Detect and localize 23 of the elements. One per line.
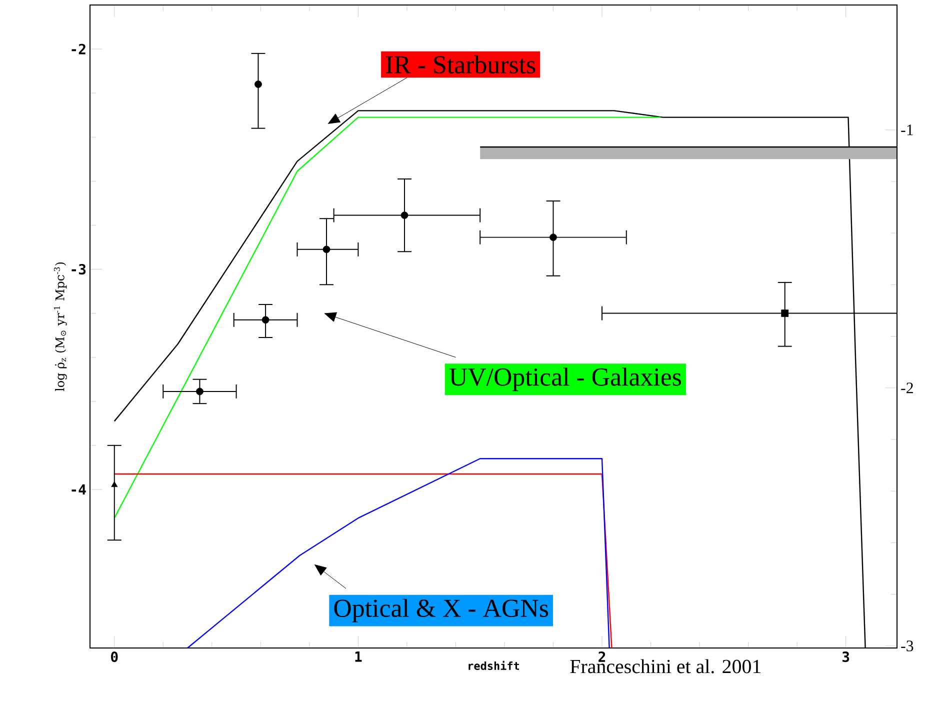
y2-tick-label: -1 [901,124,913,136]
annotation: UV/Optical - Galaxies [449,368,682,392]
point [781,310,789,317]
text: log ρ̇$_{z}$ (M$_{⊙}$ yr$^{-1}$ Mpc$^{-3}$) [54,262,67,392]
x-tick-label: 3 [842,652,850,662]
x-tick-label: 0 [111,652,118,662]
x-tick-label: 1 [355,652,362,662]
point [550,234,557,241]
point [262,316,270,324]
point [196,388,204,396]
point [111,481,118,487]
point [400,212,408,219]
x-axis-title: redshift [468,660,520,670]
y-tick-label: -3 [72,264,86,275]
y-tick-label: -2 [72,44,86,54]
y2-tick-label: -3 [901,640,914,652]
line-series [186,458,610,649]
annotation: IR - Starbursts [386,55,536,74]
point [254,80,262,88]
annotation: Optical & X - AGNs [334,598,548,622]
y-tick-label: -4 [72,484,86,495]
point [322,246,330,254]
y2-tick-label: -2 [901,382,913,394]
